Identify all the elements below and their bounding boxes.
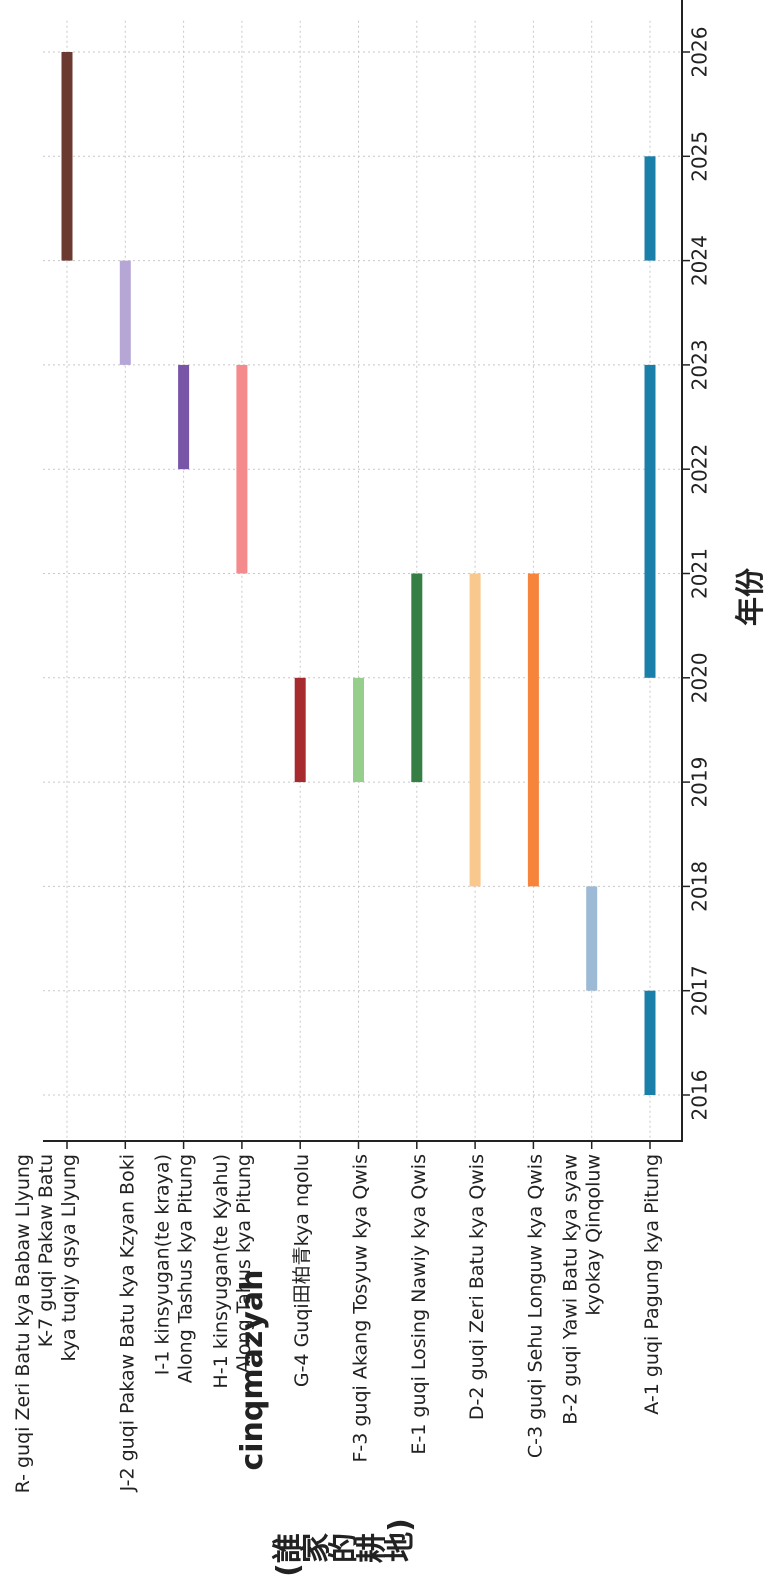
grid-layer [43,20,682,1141]
year-tick-label: 2018 [688,861,712,912]
gantt-bar [586,886,598,991]
gantt-bar [644,364,656,678]
row-tick-label: J-2 guqi Pakaw Batu kya Kzyan Boki [116,1154,138,1492]
row-tick-label: kyokay Qinqoluw [583,1154,605,1316]
x-axis-title: 年份 [733,568,767,626]
gantt-bar [61,52,73,261]
y-axis-subtitle-char: 耕 [355,1533,390,1563]
row-tick-label: D-2 guqi Zeri Batu kya Qwis [466,1154,488,1420]
year-tick-label: 2021 [688,548,712,599]
row-tick-label: C-3 guqi Sehu Longuw kya Qwis [524,1154,546,1458]
gantt-bar [178,364,190,470]
gantt-bar [411,573,423,783]
year-tick-label: 2016 [688,1070,712,1121]
gantt-bar [469,573,481,887]
y-axis-subtitle-char: (誰 [271,1533,306,1577]
gantt-bar [353,677,364,783]
row-tick-label: F-3 guqi Akang Tosyuw kya Qwis [350,1154,372,1463]
gantt-bar [119,260,131,365]
year-tick-label: 2020 [688,652,712,703]
row-tick-label: G-4 Guqi田柏青kya nqolu [291,1154,313,1387]
year-tick-label: 2017 [688,965,712,1016]
year-tick-label: 2019 [688,757,712,808]
bar-layer [61,52,656,1095]
row-tick-label: E-1 guqi Losing Nawiy kya Qwis [408,1154,430,1455]
gantt-bar [644,990,656,1095]
y-axis-subtitle-char: 的 [327,1533,362,1563]
gantt-bar [236,364,248,574]
row-tick-label: kya tuqiy qsya Llyung [58,1154,80,1362]
row-tick-label: Along Tashus kya Pitung [175,1154,197,1383]
gantt-bar [294,677,306,783]
year-tick-label: 2025 [688,131,712,182]
year-tick-label: 2023 [688,339,712,390]
year-tick-label: 2024 [688,235,712,286]
y-axis-title: cinqmazyah [235,1269,270,1470]
year-tick-label: 2026 [688,27,712,78]
row-tick-label: I-1 kinsyugan(te kraya) [152,1154,174,1375]
gantt-bar [527,573,539,887]
y-axis-subtitle-char: 地) [383,1518,418,1562]
axis-layer [43,0,690,1149]
row-tick-label: H-1 kinsyugan(te Kyahu) [210,1154,232,1389]
row-tick-label: K-7 guqi Pakaw Batu [35,1154,57,1347]
y-axis-subtitle-char: 家 [299,1533,334,1563]
gantt-bar [644,156,656,261]
label-layer: 2016 2017 2018 2019 2020 2021 2022 2023 2024 2025… [12,27,767,1577]
row-tick-label: A-1 guqi Pagung kya Pitung [641,1154,663,1415]
row-tick-label: B-2 guqi Yawi Batu kya syaw [560,1154,582,1425]
year-tick-label: 2022 [688,444,712,495]
row-tick-label: R- guqi Zeri Batu kya Babaw Llyung [12,1154,34,1493]
row-tick-label: Along Tahus kya Pitung [233,1154,255,1373]
